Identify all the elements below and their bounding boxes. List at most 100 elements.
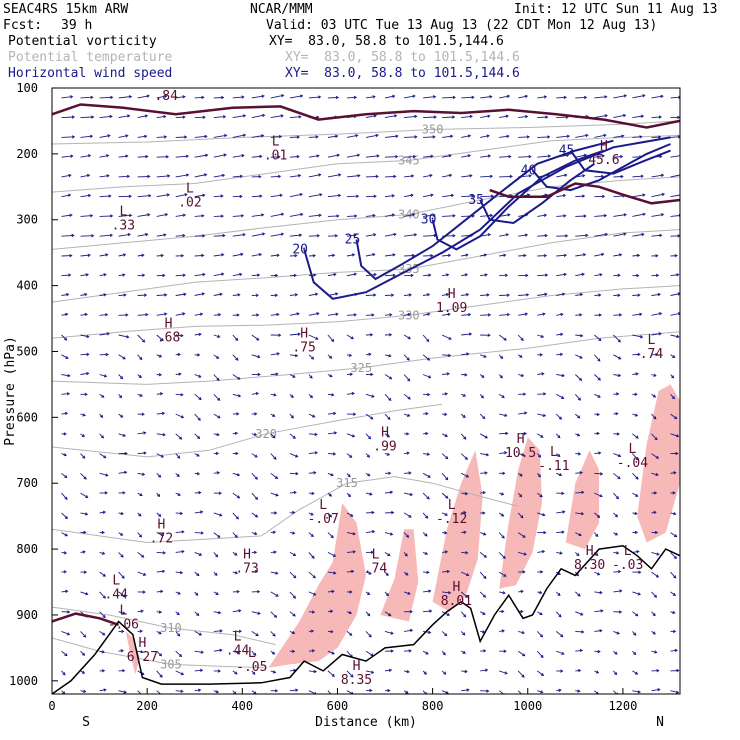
wind-vector-head [466,688,470,692]
wind-vector [327,174,341,178]
wind-vector-head [600,174,605,179]
wind-vector-head [503,337,507,341]
wind-vector-head [658,115,662,119]
wind-vector-head [444,550,449,554]
wind-vector-head [540,654,544,659]
wind-vector-head [64,411,69,416]
wind-vector [632,194,645,198]
wind-vector-head [104,313,109,317]
wind-vector [594,273,602,277]
wind-vector [632,690,641,693]
wind-vector-head [357,174,361,178]
wind-vector-head [180,689,184,693]
wind-vector [99,333,110,336]
extrema-value: -.06 [108,617,139,632]
wind-vector [213,512,222,517]
wind-vector-head [634,413,639,417]
y-tick-label: 100 [16,81,38,95]
wind-vector-head [672,354,676,358]
wind-vector-head [575,573,579,577]
wind-vector-head [86,371,90,376]
wind-vector [346,314,357,316]
wind-vector-head [557,592,561,596]
wind-vector-head [469,174,473,178]
wind-vector [308,571,316,579]
wind-vector-head [614,672,618,676]
wind-vector-head [124,451,128,456]
wind-vector-head [162,551,166,555]
wind-vector-head [481,374,485,378]
wind-vector-head [640,174,644,178]
wind-vector [137,334,145,343]
wind-vector-head [427,392,431,397]
wind-vector [442,116,455,119]
theta-contour-label: 315 [336,476,358,490]
wind-vector-head [655,574,660,578]
theta-contour-label: 340 [398,207,420,221]
wind-vector [442,194,454,198]
wind-vector [156,254,164,257]
wind-vector-head [619,589,623,593]
pv-anomaly-region-5 [637,384,680,543]
wind-vector-head [67,373,71,378]
wind-vector-head [234,431,239,436]
wind-vector [289,174,301,178]
wind-vector [423,630,431,634]
wind-vector [594,114,608,119]
wind-vector [461,96,474,99]
wind-vector [118,611,126,615]
wind-vector-head [372,95,376,99]
wind-vector [61,393,70,395]
wind-vector-head [163,135,168,139]
wind-vector [346,392,355,395]
wind-vector-head [676,334,680,339]
wind-vector-head [676,668,680,673]
wind-vector-head [387,553,391,557]
wind-vector [442,293,449,296]
wind-vector-head [406,432,410,436]
wind-vector-head [658,312,663,316]
wind-vector [99,433,104,439]
wind-vector-head [659,233,663,238]
wind-vector-head [351,569,355,574]
wind-vector-head [582,174,586,178]
wind-vector-head [466,573,470,577]
wind-vector-head [425,651,429,655]
wind-vector-head [376,154,380,158]
wind-vector-head [127,232,131,237]
wind-vector-head [444,412,448,417]
wind-vector-head [623,232,627,236]
wind-vector [556,96,567,99]
wind-vector-head [203,173,208,177]
wind-vector-head [242,114,247,118]
pv-anomaly-region-4 [565,450,600,550]
wind-vector [61,155,73,158]
wind-vector [346,134,358,138]
wind-vector [460,453,468,460]
wind-vector-head [674,416,678,420]
wind-vector-head [620,174,624,179]
wind-vector [404,115,417,119]
wind-vector-head [66,292,70,297]
wind-vector [594,354,601,362]
wind-vector [651,453,659,459]
wind-vector [327,432,337,435]
wind-vector-head [271,651,276,655]
wind-vector-head [385,572,389,577]
wind-vector [651,312,662,316]
wind-vector-head [253,432,258,437]
wind-vector-head [426,338,430,343]
wind-vector-head [482,611,486,615]
wind-vector [232,532,238,538]
wind-vector-head [677,312,680,316]
wind-vector [118,571,125,579]
extrema-value: .99 [373,439,396,454]
wind-vector-head [392,273,396,277]
wind-vector-head [448,591,452,595]
wind-vector-head [164,94,168,98]
wind-vector [213,293,223,296]
wind-vector-head [331,253,336,258]
wind-vector-head [292,553,297,556]
wind-vector [99,689,106,692]
wind-vector-head [293,273,297,278]
